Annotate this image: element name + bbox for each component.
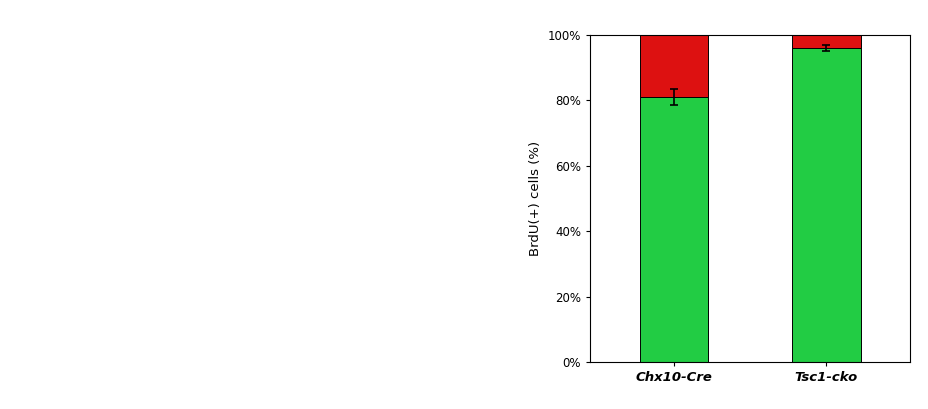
- Bar: [638, 35, 707, 97]
- Bar: [638, 97, 707, 362]
- Bar: [792, 35, 860, 48]
- Y-axis label: BrdU(+) cells (%): BrdU(+) cells (%): [528, 141, 541, 256]
- Legend: R26R (+), R26R (-): R26R (+), R26R (-): [765, 0, 920, 4]
- Bar: [792, 48, 860, 362]
